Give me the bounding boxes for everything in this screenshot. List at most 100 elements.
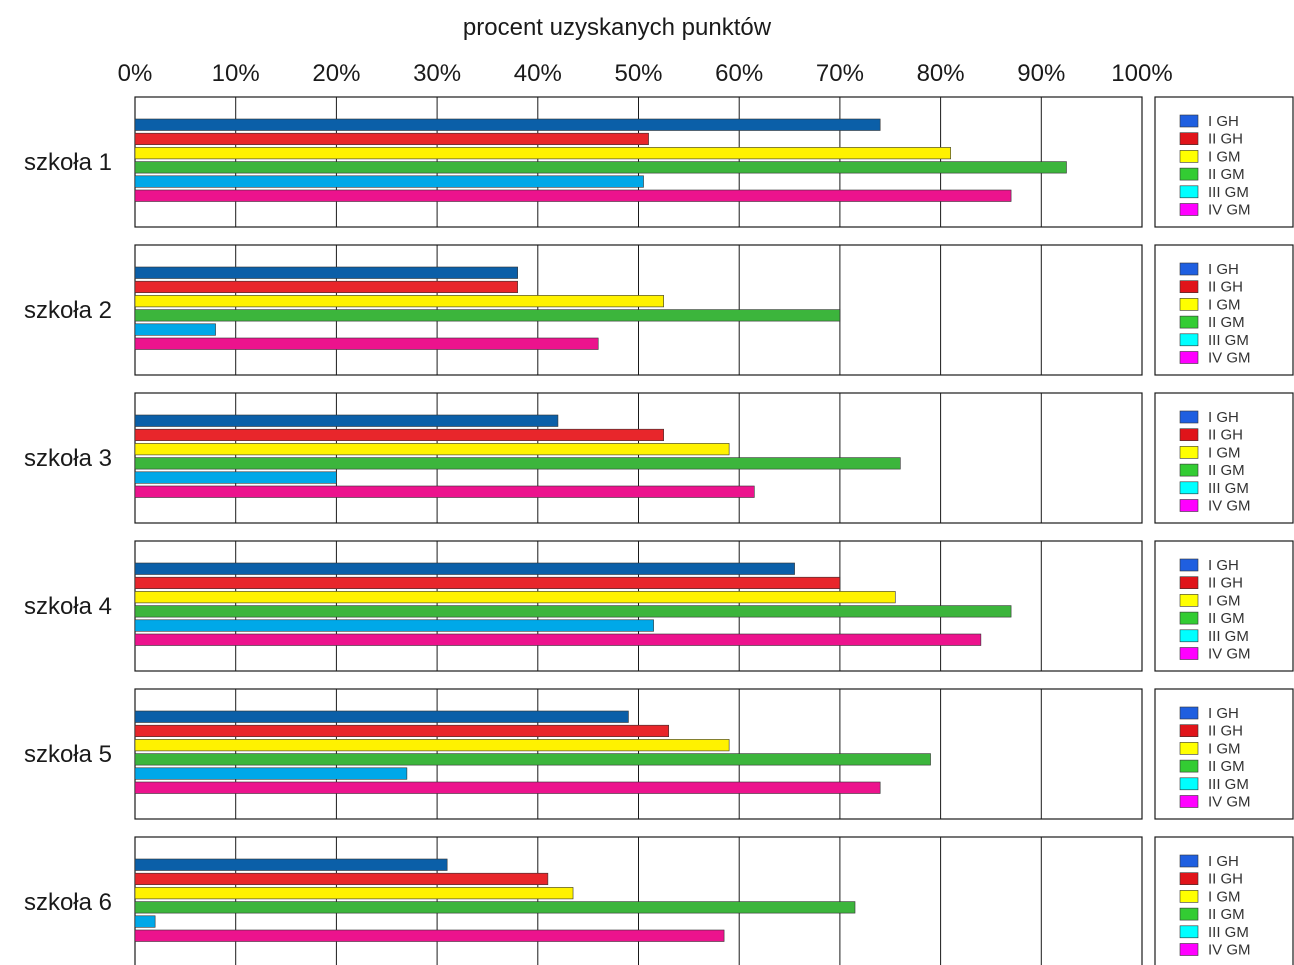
legend-label: III GM <box>1208 184 1249 201</box>
bar <box>134 443 730 456</box>
legend-swatch <box>1179 854 1199 868</box>
bar <box>134 147 951 160</box>
legend-label: III GM <box>1208 628 1249 645</box>
legend-label: IV GM <box>1208 498 1251 515</box>
x-tick-label: 10% <box>212 60 260 87</box>
bar <box>134 118 881 131</box>
legend-swatch <box>1179 185 1199 199</box>
legend-label: III GM <box>1208 776 1249 793</box>
bar <box>134 724 670 738</box>
legend-label: II GH <box>1208 131 1243 148</box>
legend-label: I GM <box>1208 444 1241 461</box>
legend-swatch <box>1179 114 1199 128</box>
bar <box>134 739 730 752</box>
bar <box>134 929 725 942</box>
legend-swatch <box>1179 872 1199 886</box>
bar <box>134 161 1067 174</box>
legend-label: II GH <box>1208 427 1243 444</box>
legend-label: III GM <box>1208 332 1249 349</box>
legend-label: II GH <box>1208 871 1243 888</box>
bar <box>134 457 901 470</box>
bar <box>134 266 518 279</box>
legend-label: I GM <box>1208 740 1241 757</box>
x-tick-label: 90% <box>1017 60 1065 87</box>
bar <box>134 753 931 766</box>
legend-swatch <box>1179 410 1199 424</box>
bar <box>134 887 574 900</box>
legend-swatch <box>1179 925 1199 939</box>
bar <box>134 414 559 427</box>
bar <box>134 576 841 590</box>
legend-swatch <box>1179 742 1199 755</box>
bar <box>134 901 856 914</box>
legend-label: I GH <box>1208 113 1239 130</box>
legend-swatch <box>1179 167 1199 181</box>
bar <box>134 872 549 886</box>
legend-swatch <box>1179 132 1199 145</box>
legend-swatch <box>1179 558 1199 572</box>
legend-swatch <box>1179 890 1199 903</box>
legend-label: I GM <box>1208 592 1241 609</box>
legend-label: II GM <box>1208 314 1245 331</box>
legend-swatch <box>1179 351 1199 364</box>
legend-swatch <box>1179 333 1199 347</box>
bar <box>134 189 1012 202</box>
legend-swatch <box>1179 428 1199 442</box>
legend-label: I GH <box>1208 409 1239 426</box>
legend-swatch <box>1179 446 1199 459</box>
bar <box>134 562 795 575</box>
legend-label: II GH <box>1208 279 1243 296</box>
x-tick-label: 30% <box>413 60 461 87</box>
legend-swatch <box>1179 907 1199 921</box>
legend-label: I GM <box>1208 296 1241 313</box>
bar <box>134 132 649 145</box>
x-tick-label: 50% <box>614 60 662 87</box>
legend-label: I GH <box>1208 557 1239 574</box>
legend-label: II GM <box>1208 610 1245 627</box>
legend-swatch <box>1179 150 1199 163</box>
bar <box>134 295 664 308</box>
legend-swatch <box>1179 576 1199 590</box>
legend-swatch <box>1179 759 1199 773</box>
legend-label: IV GM <box>1208 942 1251 959</box>
legend-swatch <box>1179 647 1199 660</box>
x-tick-label: 20% <box>312 60 360 87</box>
legend-label: I GH <box>1208 261 1239 278</box>
bar <box>134 337 599 350</box>
bar <box>134 471 337 484</box>
x-tick-label: 100% <box>1111 60 1172 87</box>
legend-frame <box>1154 96 1294 228</box>
legend-label: I GH <box>1208 705 1239 722</box>
x-tick-label: 60% <box>715 60 763 87</box>
x-tick-label: 80% <box>917 60 965 87</box>
legend-label: III GM <box>1208 480 1249 497</box>
x-tick-label: 0% <box>118 60 153 87</box>
category-label: szkoła 4 <box>24 593 112 620</box>
legend-swatch <box>1179 724 1199 738</box>
legend-label: IV GM <box>1208 794 1251 811</box>
legend-swatch <box>1179 629 1199 643</box>
bar <box>134 309 841 322</box>
bar <box>134 633 982 646</box>
legend-swatch <box>1179 481 1199 495</box>
legend-swatch <box>1179 943 1199 956</box>
legend-swatch <box>1179 795 1199 808</box>
bar <box>134 619 654 632</box>
legend-label: IV GM <box>1208 202 1251 219</box>
legend-label: II GM <box>1208 166 1245 183</box>
bar <box>134 323 216 336</box>
legend-frame <box>1154 392 1294 524</box>
legend-label: II GH <box>1208 575 1243 592</box>
bar <box>134 428 664 442</box>
legend-label: I GM <box>1208 148 1241 165</box>
legend-swatch <box>1179 280 1199 294</box>
